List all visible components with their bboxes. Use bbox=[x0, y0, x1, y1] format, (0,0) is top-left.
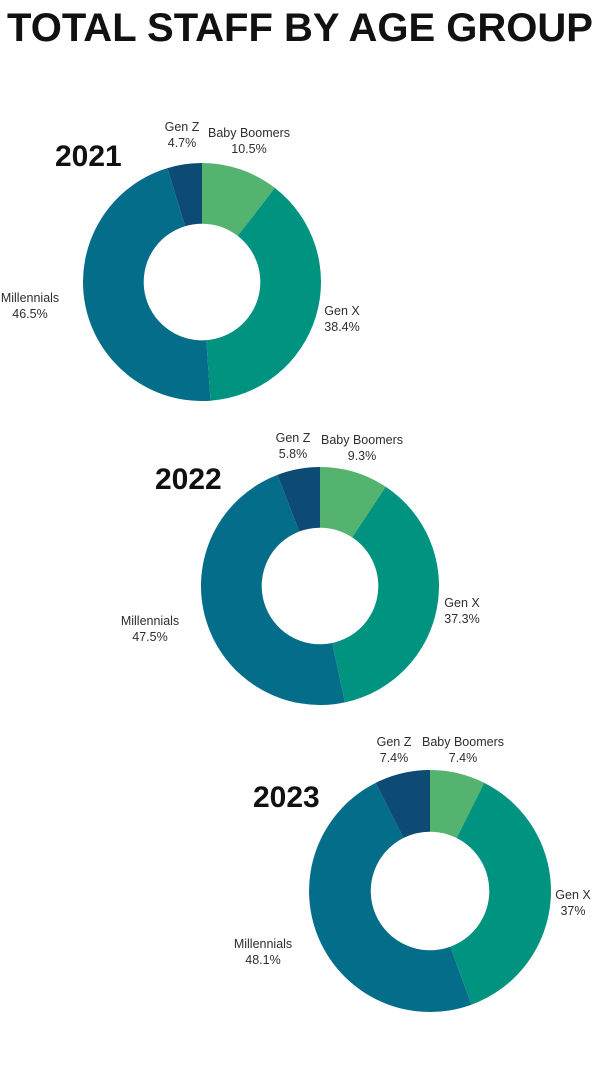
slice-label-millennials: Millennials 47.5% bbox=[121, 613, 179, 645]
slice-label-pct: 10.5% bbox=[231, 142, 267, 156]
slice-gen-x bbox=[450, 782, 551, 1005]
slice-label-baby-boomers: Baby Boomers 10.5% bbox=[208, 125, 290, 157]
slice-label-pct: 37.3% bbox=[444, 612, 480, 626]
slice-label-name: Millennials bbox=[120, 614, 180, 628]
year-label-2023: 2023 bbox=[253, 781, 320, 814]
slice-label-pct: 7.4% bbox=[448, 751, 478, 765]
slice-label-name: Millennials bbox=[0, 291, 60, 305]
slice-label-baby-boomers: Baby Boomers 7.4% bbox=[422, 734, 504, 766]
year-label-2022: 2022 bbox=[155, 463, 222, 496]
slice-millennials bbox=[309, 782, 472, 1012]
slice-label-name: Baby Boomers bbox=[208, 126, 290, 140]
slice-label-name: Gen Z bbox=[376, 735, 412, 749]
slice-label-name: Gen X bbox=[555, 888, 591, 902]
slice-baby-boomers bbox=[202, 163, 275, 236]
slice-gen-x bbox=[332, 486, 439, 703]
slice-label-pct: 9.3% bbox=[347, 449, 377, 463]
slice-label-baby-boomers: Baby Boomers 9.3% bbox=[321, 432, 403, 464]
donut-2022 bbox=[201, 467, 439, 705]
slice-label-gen-z: Gen Z 5.8% bbox=[276, 430, 311, 462]
slice-millennials bbox=[83, 168, 211, 401]
slice-baby-boomers bbox=[320, 467, 386, 538]
donut-2023 bbox=[309, 770, 551, 1012]
slice-label-name: Baby Boomers bbox=[321, 433, 403, 447]
slice-label-pct: 7.4% bbox=[379, 751, 409, 765]
slice-label-name: Gen Z bbox=[275, 431, 311, 445]
slice-label-name: Gen Z bbox=[164, 120, 200, 134]
slice-gen-z bbox=[277, 467, 320, 532]
slice-label-pct: 48.1% bbox=[245, 953, 281, 967]
slice-label-pct: 37% bbox=[560, 904, 586, 918]
slice-gen-x bbox=[206, 187, 321, 401]
slice-gen-z bbox=[167, 163, 202, 227]
donut-2021 bbox=[83, 163, 321, 401]
year-label-2021: 2021 bbox=[55, 140, 122, 173]
slice-label-pct: 47.5% bbox=[132, 630, 168, 644]
slice-label-name: Gen X bbox=[444, 596, 480, 610]
slice-label-gen-z: Gen Z 7.4% bbox=[377, 734, 412, 766]
page-title: TOTAL STAFF BY AGE GROUP bbox=[7, 6, 593, 50]
slice-label-name: Gen X bbox=[324, 304, 360, 318]
slice-baby-boomers bbox=[430, 770, 485, 839]
slice-label-gen-x: Gen X 37% bbox=[555, 887, 590, 919]
slice-label-pct: 46.5% bbox=[12, 307, 48, 321]
slice-label-pct: 5.8% bbox=[278, 447, 308, 461]
slice-gen-z bbox=[375, 770, 430, 839]
slice-label-millennials: Millennials 46.5% bbox=[1, 290, 59, 322]
slice-label-gen-x: Gen X 37.3% bbox=[444, 595, 479, 627]
slice-label-pct: 4.7% bbox=[167, 136, 197, 150]
slice-label-gen-x: Gen X 38.4% bbox=[324, 303, 359, 335]
slice-label-pct: 38.4% bbox=[324, 320, 360, 334]
slice-millennials bbox=[201, 474, 345, 705]
slice-label-gen-z: Gen Z 4.7% bbox=[165, 119, 200, 151]
slice-label-name: Millennials bbox=[233, 937, 293, 951]
slice-label-name: Baby Boomers bbox=[422, 735, 504, 749]
slice-label-millennials: Millennials 48.1% bbox=[234, 936, 292, 968]
